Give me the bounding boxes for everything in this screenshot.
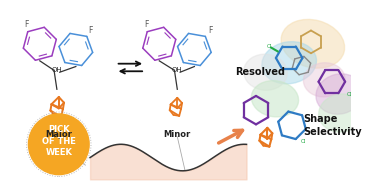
Text: Shape
Selectivity: Shape Selectivity xyxy=(303,114,362,136)
Ellipse shape xyxy=(251,81,299,117)
Ellipse shape xyxy=(244,54,287,90)
Text: F: F xyxy=(144,20,148,29)
Text: Cl: Cl xyxy=(301,139,306,144)
Text: Minor: Minor xyxy=(164,130,191,139)
Text: OH: OH xyxy=(51,67,62,73)
Ellipse shape xyxy=(319,94,364,132)
Ellipse shape xyxy=(262,42,316,84)
Text: Resolved: Resolved xyxy=(235,67,285,77)
Text: OH: OH xyxy=(172,67,183,73)
Ellipse shape xyxy=(316,74,363,114)
Text: PICK
OF THE
WEEK: PICK OF THE WEEK xyxy=(42,125,76,157)
Text: F: F xyxy=(88,26,92,35)
Text: F: F xyxy=(24,20,29,29)
Ellipse shape xyxy=(281,19,344,68)
Text: Cl: Cl xyxy=(267,44,272,49)
Text: F: F xyxy=(208,26,213,35)
Ellipse shape xyxy=(303,63,345,97)
Text: Major: Major xyxy=(46,130,72,139)
Text: Cl: Cl xyxy=(346,91,351,97)
Circle shape xyxy=(28,114,89,175)
